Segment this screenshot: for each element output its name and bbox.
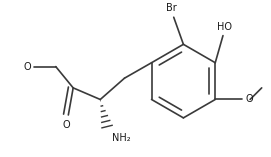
Text: NH₂: NH₂ — [112, 133, 131, 143]
Text: Br: Br — [166, 3, 177, 13]
Text: HO: HO — [217, 22, 233, 32]
Text: O: O — [63, 120, 70, 130]
Text: O: O — [24, 62, 31, 72]
Text: O: O — [245, 95, 253, 105]
